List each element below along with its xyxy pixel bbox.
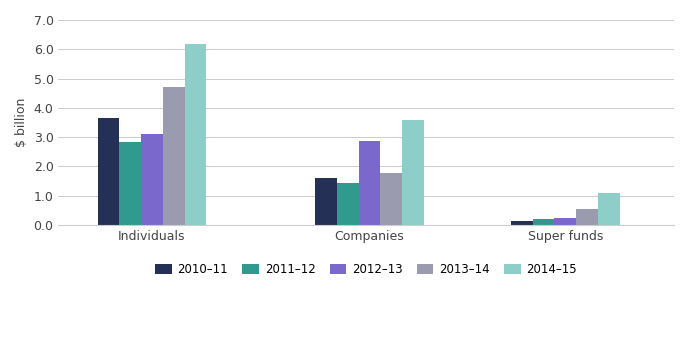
Y-axis label: $ billion: $ billion [15, 98, 28, 147]
Bar [598, 193, 619, 225]
Bar [402, 120, 424, 225]
Bar [555, 218, 576, 225]
Bar [163, 88, 185, 225]
Bar [98, 118, 119, 225]
Bar [185, 44, 206, 225]
Bar [576, 209, 598, 225]
Bar [358, 141, 380, 225]
Bar [315, 178, 337, 225]
Legend: 2010–11, 2011–12, 2012–13, 2013–14, 2014–15: 2010–11, 2011–12, 2012–13, 2013–14, 2014… [150, 258, 582, 281]
Bar [380, 173, 402, 225]
Bar [141, 134, 163, 225]
Bar [533, 219, 555, 225]
Bar [119, 141, 141, 225]
Bar [337, 183, 358, 225]
Bar [511, 220, 533, 225]
